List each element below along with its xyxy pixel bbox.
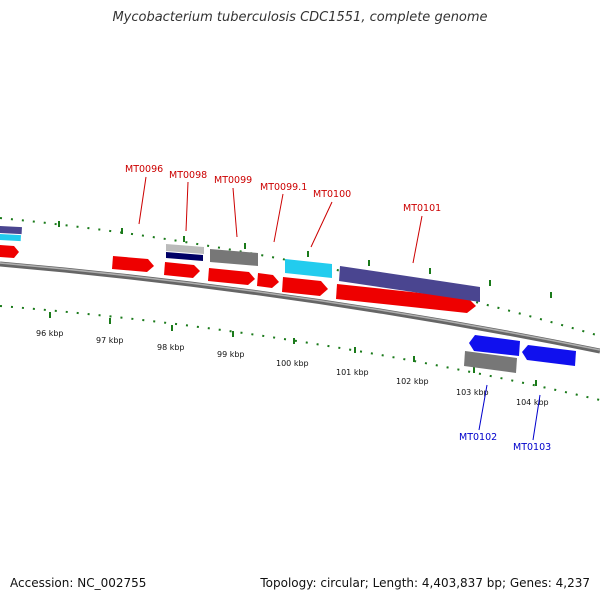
feature-slate-edge: [0, 225, 22, 235]
gene-label-forward: MT0099.1: [260, 182, 307, 193]
inner-major-ticks: [49, 312, 537, 386]
gene-box-navy: [166, 252, 203, 261]
gene-label-reverse: MT0103: [513, 442, 551, 453]
kbp-label: 100 kbp: [276, 359, 309, 368]
cds-arrow: [164, 262, 200, 278]
cds-arrow: [282, 277, 328, 296]
reverse-arrow: [469, 335, 520, 356]
kbp-label: 102 kbp: [396, 377, 429, 386]
accession-label: Accession: NC_002755: [10, 576, 147, 590]
gene-label-forward: MT0098: [169, 170, 207, 181]
gene-label-forward: MT0100: [313, 189, 351, 200]
gene-label-reverse: MT0102: [459, 432, 497, 443]
cds-arrow: [112, 256, 154, 272]
map-title: Mycobacterium tuberculosis CDC1551, comp…: [112, 10, 488, 25]
gene-label-forward: MT0096: [125, 164, 163, 175]
kbp-label: 96 kbp: [36, 329, 64, 338]
topology-label: Topology: circular; Length: 4,403,837 bp…: [260, 576, 590, 590]
gene-label-forward: MT0101: [403, 203, 441, 214]
outer-major-ticks: [58, 221, 552, 298]
backbone: [0, 261, 600, 354]
backbone-highlight: [0, 262, 600, 351]
reverse-arrow: [522, 345, 576, 366]
forward-leader-lines: [138, 176, 423, 264]
cds-arrow: [208, 268, 255, 285]
kbp-label: 103 kbp: [456, 388, 489, 397]
cds-arrow-edge: [0, 245, 19, 258]
outer-tick-ring: [0, 217, 600, 337]
kbp-label: 104 kbp: [516, 398, 549, 407]
kbp-label: 99 kbp: [217, 350, 245, 359]
cds-arrow: [336, 284, 476, 313]
gene-box-cyan: [285, 259, 332, 278]
gene-box-light-gray: [166, 244, 204, 254]
kbp-label: 101 kbp: [336, 368, 369, 377]
feature-cyan-edge: [0, 234, 21, 242]
gene-box-gray: [210, 249, 258, 266]
gene-box-slate: [339, 266, 480, 302]
cds-arrow: [257, 273, 279, 288]
reverse-gene-box: [464, 351, 517, 373]
kbp-label: 98 kbp: [157, 343, 185, 352]
reverse-leader-lines: [478, 384, 541, 441]
gene-label-forward: MT0099: [214, 175, 252, 186]
kbp-labels: 96 kbp 97 kbp 98 kbp 99 kbp 100 kbp 101 …: [36, 329, 549, 407]
kbp-label: 97 kbp: [96, 336, 124, 345]
